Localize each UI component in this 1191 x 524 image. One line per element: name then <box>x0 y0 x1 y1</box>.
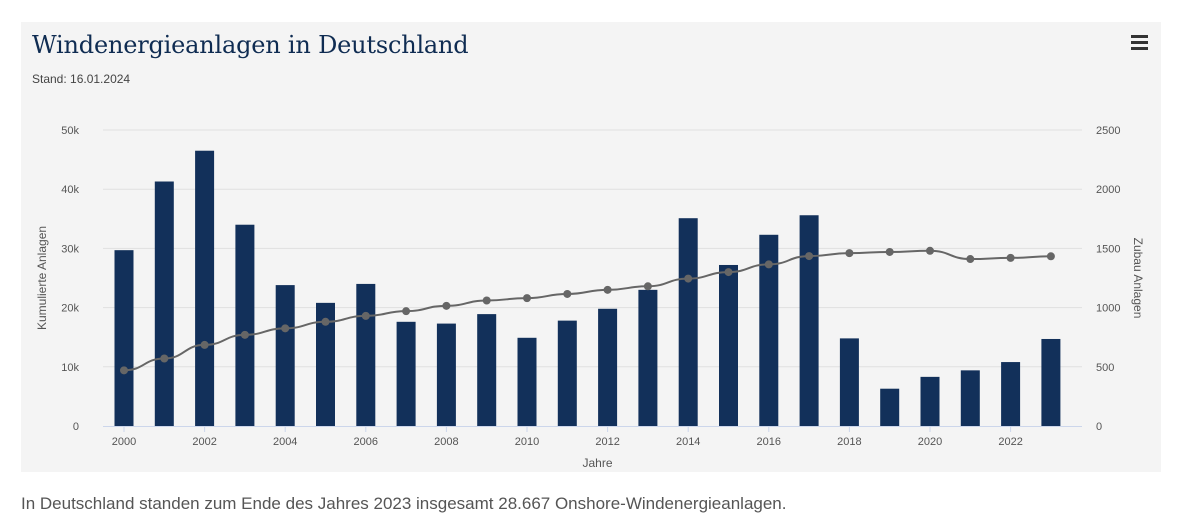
line-point[interactable] <box>160 354 169 363</box>
y-left-tick-label: 20k <box>61 303 79 315</box>
y-right-tick-label: 2000 <box>1096 184 1120 196</box>
y-left-axis-title: Kumulierte Anlagen <box>35 226 49 330</box>
chart-plot: 0 0 10k 500 20k 1000 30k 1500 40k 2000 50k 2500 2000… <box>35 125 1145 470</box>
x-tick-label: 2016 <box>757 436 781 448</box>
bar[interactable] <box>517 337 537 426</box>
y-right-tick-label: 2500 <box>1096 125 1120 137</box>
x-tick-label: 2014 <box>676 436 700 448</box>
bar[interactable] <box>960 370 980 426</box>
x-tick-label: 2022 <box>998 436 1022 448</box>
bar[interactable] <box>557 320 577 426</box>
line-point[interactable] <box>120 366 128 375</box>
x-tick-label: 2006 <box>354 436 378 448</box>
y-left-tick-label: 0 <box>73 421 79 433</box>
bar[interactable] <box>154 181 174 426</box>
y-left-tick-label: 40k <box>61 184 79 196</box>
chart-title: Windenergieanlagen in Deutschland <box>32 31 469 59</box>
bar[interactable] <box>396 321 416 426</box>
line-point[interactable] <box>1006 253 1015 262</box>
line-point[interactable] <box>603 285 612 294</box>
x-tick-label: 2002 <box>192 436 216 448</box>
bar[interactable] <box>356 283 376 426</box>
bar[interactable] <box>1001 362 1021 426</box>
x-tick-label: 2000 <box>112 436 136 448</box>
x-tick-label: 2010 <box>515 436 539 448</box>
line-point[interactable] <box>482 296 491 305</box>
line-point[interactable] <box>281 324 290 333</box>
bar[interactable] <box>114 250 134 426</box>
y-left-tick-label: 10k <box>61 362 79 374</box>
y-right-tick-label: 1000 <box>1096 303 1120 315</box>
line-point[interactable] <box>845 249 854 258</box>
bar[interactable] <box>638 289 658 426</box>
bar[interactable] <box>920 376 940 426</box>
x-axis-title: Jahre <box>582 456 612 470</box>
bar[interactable] <box>880 388 900 426</box>
line-point[interactable] <box>926 246 934 255</box>
y-right-tick-label: 1500 <box>1096 243 1120 255</box>
line-point[interactable] <box>643 282 652 291</box>
bar[interactable] <box>235 224 255 426</box>
line-point[interactable] <box>885 247 894 256</box>
line-point[interactable] <box>240 330 249 339</box>
y-right-tick-label: 0 <box>1096 421 1102 433</box>
line-point[interactable] <box>563 289 572 298</box>
chart-subtitle: Stand: 16.01.2024 <box>32 72 131 86</box>
y-right-tick-label: 500 <box>1096 362 1114 374</box>
bar[interactable] <box>678 218 698 426</box>
x-tick-label: 2018 <box>837 436 861 448</box>
line-point[interactable] <box>402 307 411 316</box>
hamburger-menu-icon[interactable] <box>1131 35 1148 50</box>
bar[interactable] <box>1041 338 1061 426</box>
line-point[interactable] <box>361 311 370 320</box>
x-tick-label: 2020 <box>918 436 942 448</box>
line-series <box>123 249 1051 372</box>
bar[interactable] <box>759 234 779 426</box>
bar[interactable] <box>195 150 215 426</box>
bar[interactable] <box>275 285 295 426</box>
chart-panel: Windenergieanlagen in Deutschland Stand:… <box>21 22 1161 472</box>
bar[interactable] <box>316 302 335 426</box>
chart-caption: In Deutschland standen zum Ende des Jahr… <box>21 494 787 513</box>
line-point[interactable] <box>966 255 975 264</box>
line-point[interactable] <box>200 340 209 349</box>
bar[interactable] <box>598 308 618 426</box>
bar[interactable] <box>839 338 859 426</box>
line-point[interactable] <box>805 252 814 261</box>
y-right-axis-title: Zubau Anlagen <box>1131 238 1145 319</box>
line-point[interactable] <box>442 301 451 310</box>
line-point[interactable] <box>724 268 733 277</box>
y-left-tick-label: 30k <box>61 243 79 255</box>
bar[interactable] <box>799 215 819 426</box>
x-tick-label: 2012 <box>595 436 619 448</box>
x-tick-label: 2004 <box>273 436 297 448</box>
x-tick-label: 2008 <box>434 436 458 448</box>
line-point[interactable] <box>523 294 531 303</box>
y-left-tick-label: 50k <box>61 125 79 137</box>
bar[interactable] <box>719 264 738 426</box>
line-point[interactable] <box>684 274 693 283</box>
line-point[interactable] <box>321 317 330 326</box>
bar[interactable] <box>436 323 456 426</box>
line-point[interactable] <box>764 260 773 269</box>
line-point[interactable] <box>1046 252 1055 261</box>
bar[interactable] <box>477 314 497 426</box>
